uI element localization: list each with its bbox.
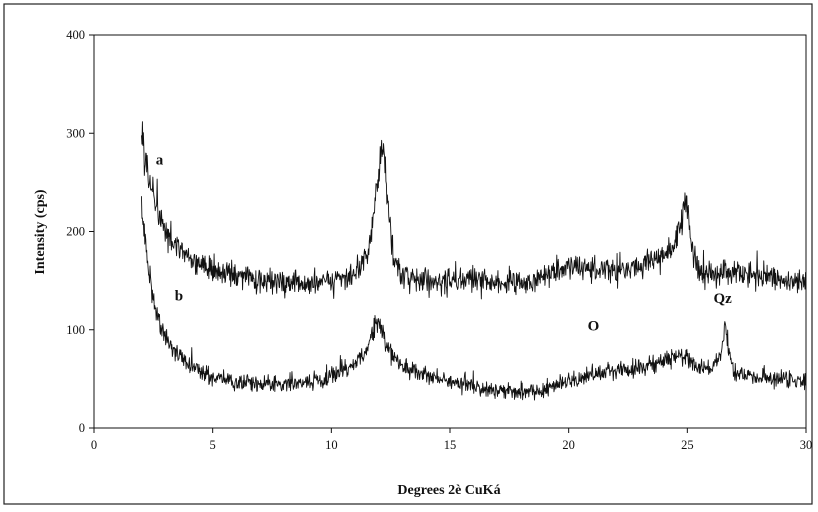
y-tick-label: 100 <box>66 323 85 337</box>
x-tick-label: 25 <box>681 438 694 452</box>
y-axis-title: Intensity (cps) <box>33 189 48 275</box>
x-axis-title: Degrees 2è CuKá <box>397 483 500 498</box>
x-tick-label: 20 <box>562 438 575 452</box>
x-tick-label: 10 <box>325 438 338 452</box>
series-line-b <box>141 196 807 401</box>
y-tick-label: 300 <box>66 126 85 140</box>
y-tick-label: 200 <box>66 225 85 239</box>
y-axis: 0 100 200 300 400 <box>66 28 94 435</box>
figure-border <box>3 3 813 505</box>
x-tick-label: 15 <box>444 438 457 452</box>
x-tick-label: 5 <box>210 438 216 452</box>
annotation-label: b <box>175 288 183 304</box>
x-tick-label: 30 <box>800 438 813 452</box>
annotation-label: O <box>588 319 600 335</box>
series-line-a <box>141 121 807 300</box>
series-layer <box>141 121 807 401</box>
annotation-label: Qz <box>713 291 732 307</box>
annotation-layer: a b O Qz <box>156 153 732 335</box>
annotation-label: a <box>156 153 164 169</box>
x-tick-label: 0 <box>91 438 97 452</box>
x-axis: 0 5 10 15 20 25 30 <box>91 428 812 452</box>
y-tick-label: 400 <box>66 28 85 42</box>
y-tick-label: 0 <box>79 421 85 435</box>
